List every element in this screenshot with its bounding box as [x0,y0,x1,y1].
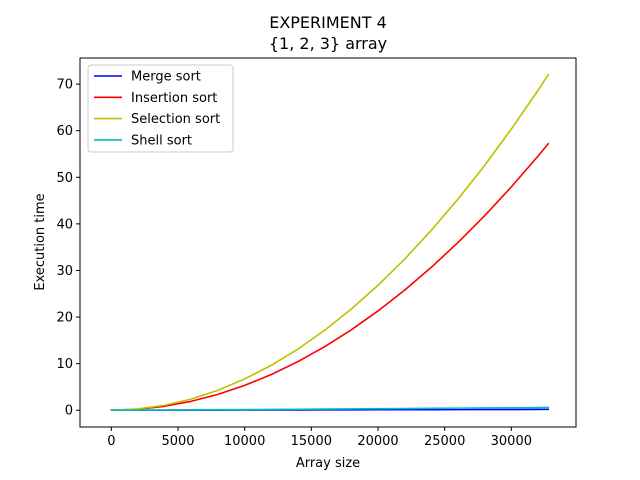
x-axis: 0 5000 10000 15000 20000 25000 30000 [107,427,532,449]
x-tick-label: 20000 [357,434,398,449]
y-axis: 0 10 20 30 40 50 60 70 [56,78,80,419]
y-tick-label: 40 [56,217,73,232]
series-layer [110,73,550,412]
legend-label: Insertion sort [131,91,217,106]
legend-label: Selection sort [131,112,220,127]
x-tick-label: 0 [107,434,115,449]
y-axis-label: Execution time [33,193,48,290]
series-line-shell-sort [110,406,550,412]
legend-label: Shell sort [131,133,192,148]
series-line-selection-sort [110,73,550,412]
x-tick-label: 25000 [424,434,465,449]
y-tick-label: 30 [56,264,73,279]
y-tick-label: 20 [56,311,73,326]
y-tick-label: 10 [56,357,73,372]
x-tick-label: 10000 [224,434,265,449]
y-tick-label: 60 [56,124,73,139]
x-tick-label: 30000 [491,434,532,449]
x-tick-label: 15000 [291,434,332,449]
legend: Merge sort Insertion sort Selection sort Sh… [87,64,234,153]
x-axis-label: Array size [296,456,360,471]
plot-frame [79,57,577,428]
legend-label: Merge sort [131,70,201,85]
y-tick-label: 0 [65,404,73,419]
x-tick-label: 5000 [161,434,194,449]
chart-subtitle: {1, 2, 3} array [269,34,387,53]
y-tick-label: 70 [56,78,73,93]
chart-title: EXPERIMENT 4 [269,13,387,32]
legend-box [87,64,234,153]
series-line-insertion-sort [110,142,550,412]
y-tick-label: 50 [56,171,73,186]
